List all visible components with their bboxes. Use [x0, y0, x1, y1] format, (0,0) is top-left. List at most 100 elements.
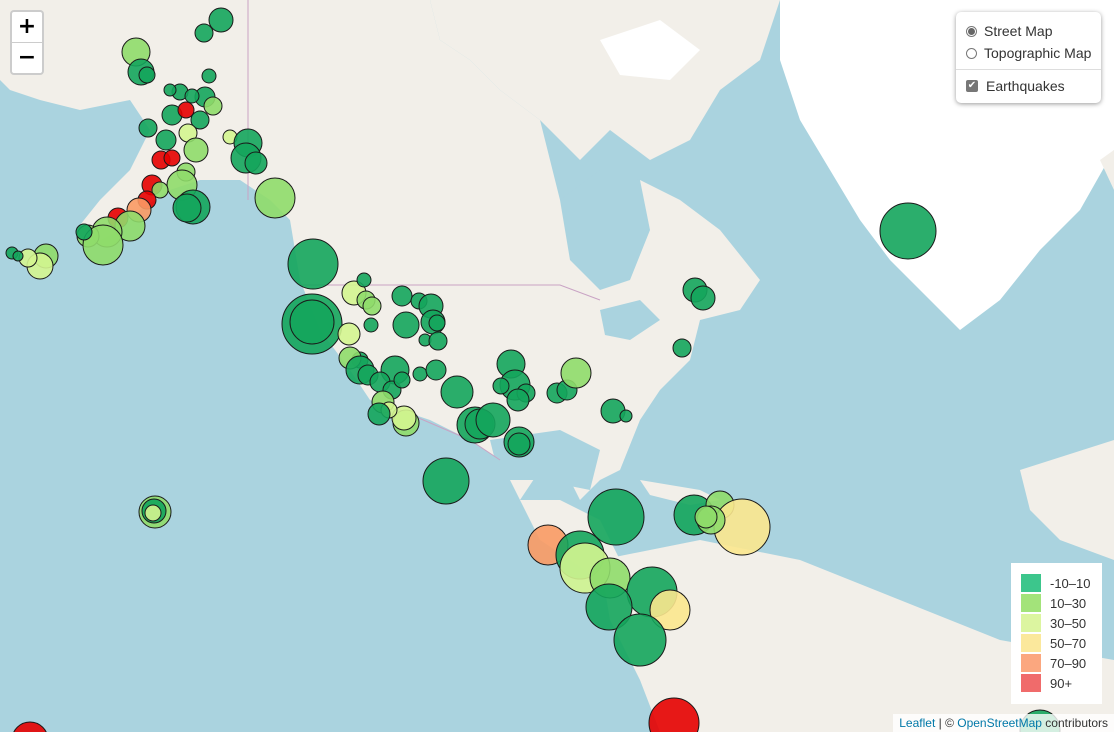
earthquake-marker[interactable]: [428, 331, 448, 351]
earthquake-marker[interactable]: [694, 505, 718, 529]
base-layer-label: Topographic Map: [984, 45, 1092, 61]
legend-label: -10–10: [1050, 575, 1091, 591]
earthquake-marker[interactable]: [203, 96, 223, 116]
earthquake-marker[interactable]: [138, 66, 156, 84]
legend-label: 30–50: [1050, 615, 1087, 631]
legend-item: 30–50: [1021, 613, 1094, 633]
earthquake-marker[interactable]: [585, 583, 633, 631]
overlay-earthquakes[interactable]: ✔ Earthquakes: [966, 75, 1091, 97]
earthquake-marker[interactable]: [690, 285, 716, 311]
earthquake-marker[interactable]: [163, 83, 177, 97]
hudson-bay: [560, 170, 650, 290]
attribution-separator: | ©: [935, 716, 958, 730]
earthquake-marker[interactable]: [492, 377, 510, 395]
earthquake-marker[interactable]: [507, 432, 531, 456]
legend-label: 70–90: [1050, 655, 1087, 671]
legend-item: -10–10: [1021, 573, 1094, 593]
earthquake-marker[interactable]: [75, 223, 93, 241]
earthquake-marker[interactable]: [362, 296, 382, 316]
zoom-in-button[interactable]: +: [17, 14, 37, 39]
depth-legend: -10–10 10–30 30–50 50–70 70–90 90+: [1011, 563, 1102, 704]
legend-item: 10–30: [1021, 593, 1094, 613]
earthquake-marker[interactable]: [428, 314, 446, 332]
earthquake-marker[interactable]: [138, 118, 158, 138]
south-america: [600, 540, 1114, 732]
attribution-suffix: contributors: [1041, 716, 1108, 730]
earthquake-marker[interactable]: [183, 137, 209, 163]
legend-swatch: [1021, 614, 1041, 632]
earthquake-marker[interactable]: [208, 7, 234, 33]
earthquake-marker[interactable]: [12, 721, 48, 732]
legend-item: 90+: [1021, 673, 1094, 693]
earthquake-marker[interactable]: [194, 23, 214, 43]
earthquake-marker[interactable]: [337, 322, 361, 346]
earthquake-marker[interactable]: [393, 371, 411, 389]
legend-item: 70–90: [1021, 653, 1094, 673]
earthquake-marker[interactable]: [613, 613, 667, 667]
legend-swatch: [1021, 634, 1041, 652]
earthquake-markers: [5, 7, 1061, 732]
legend-label: 50–70: [1050, 635, 1087, 651]
earthquake-marker[interactable]: [422, 457, 470, 505]
attribution: Leaflet | © OpenStreetMap contributors: [893, 714, 1114, 732]
earthquake-marker[interactable]: [587, 488, 645, 546]
earthquake-marker[interactable]: [12, 250, 24, 262]
earthquake-marker[interactable]: [155, 129, 177, 151]
earthquake-marker[interactable]: [649, 589, 691, 631]
us-canada-border: [300, 284, 601, 301]
radio-topo[interactable]: [966, 47, 977, 59]
earthquake-marker[interactable]: [163, 149, 181, 167]
earthquake-marker[interactable]: [356, 272, 372, 288]
earthquake-marker[interactable]: [440, 375, 474, 409]
earthquake-marker[interactable]: [391, 405, 417, 431]
legend-item: 50–70: [1021, 633, 1094, 653]
earthquake-marker[interactable]: [151, 181, 169, 199]
legend-swatch: [1021, 594, 1041, 612]
legend-swatch: [1021, 574, 1041, 592]
earthquake-marker[interactable]: [254, 177, 296, 219]
osm-link[interactable]: OpenStreetMap: [957, 716, 1042, 730]
zoom-out-button[interactable]: −: [12, 42, 42, 73]
leaflet-link[interactable]: Leaflet: [899, 716, 936, 730]
earthquake-marker[interactable]: [201, 68, 217, 84]
base-layer-topo[interactable]: Topographic Map: [966, 42, 1091, 64]
earthquake-marker[interactable]: [144, 504, 162, 522]
earthquake-marker[interactable]: [412, 366, 428, 382]
legend-label: 10–30: [1050, 595, 1087, 611]
overlay-label: Earthquakes: [986, 78, 1065, 94]
zoom-control: + −: [10, 10, 44, 75]
radio-street[interactable]: [966, 25, 977, 37]
earthquake-marker[interactable]: [648, 697, 700, 732]
earthquake-marker[interactable]: [177, 101, 195, 119]
arctic-islands: [430, 0, 780, 160]
legend-swatch: [1021, 674, 1041, 692]
earthquake-marker[interactable]: [392, 311, 420, 339]
earthquake-marker[interactable]: [82, 224, 124, 266]
earthquake-marker[interactable]: [425, 359, 447, 381]
layer-control: Street Map Topographic Map ✔ Earthquakes: [956, 12, 1101, 103]
west-africa: [1020, 440, 1114, 560]
base-layer-street[interactable]: Street Map: [966, 20, 1091, 42]
earthquake-marker[interactable]: [391, 285, 413, 307]
earthquake-marker[interactable]: [172, 193, 202, 223]
earthquake-marker[interactable]: [560, 357, 592, 389]
earthquake-marker[interactable]: [619, 409, 633, 423]
earthquake-marker[interactable]: [184, 88, 200, 104]
earthquake-marker[interactable]: [367, 402, 391, 426]
earthquake-marker[interactable]: [244, 151, 268, 175]
earthquake-marker[interactable]: [289, 299, 335, 345]
separator: [956, 69, 1101, 70]
earthquake-marker[interactable]: [363, 317, 379, 333]
earthquake-marker[interactable]: [506, 388, 530, 412]
earthquake-marker[interactable]: [879, 202, 937, 260]
earthquake-marker[interactable]: [287, 238, 339, 290]
base-layer-label: Street Map: [984, 23, 1053, 39]
legend-swatch: [1021, 654, 1041, 672]
earthquake-marker[interactable]: [672, 338, 692, 358]
checkbox-earthquakes[interactable]: ✔: [966, 80, 978, 92]
legend-label: 90+: [1050, 675, 1073, 691]
earthquake-marker[interactable]: [190, 110, 210, 130]
earthquake-marker[interactable]: [475, 402, 511, 438]
